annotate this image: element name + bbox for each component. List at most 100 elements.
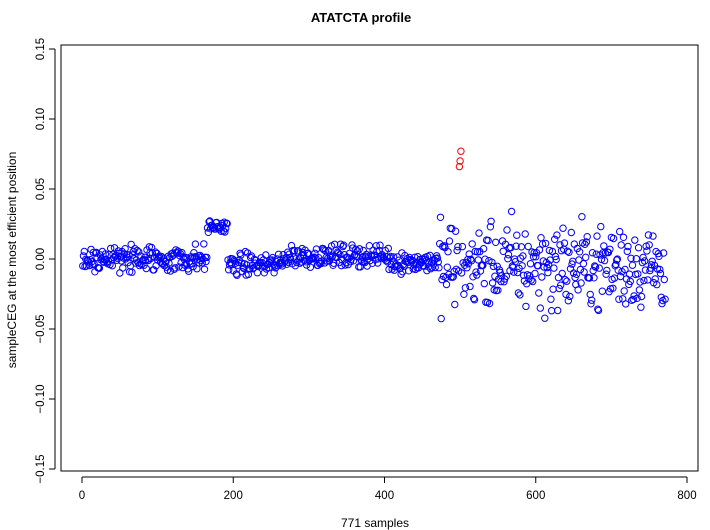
data-point xyxy=(554,306,562,315)
data-point xyxy=(640,276,648,285)
data-point xyxy=(328,252,336,261)
highlighted-point xyxy=(455,162,464,171)
y-tick-label: −0.15 xyxy=(35,454,47,483)
data-point xyxy=(336,240,345,248)
data-point xyxy=(226,258,234,267)
data-point xyxy=(150,266,158,274)
data-point xyxy=(597,222,605,231)
data-point xyxy=(637,292,646,301)
data-point xyxy=(589,266,597,275)
data-point xyxy=(552,255,560,264)
data-point xyxy=(507,207,516,216)
data-point xyxy=(198,259,206,267)
data-point xyxy=(562,290,570,299)
data-point xyxy=(458,242,467,251)
data-point xyxy=(148,249,157,257)
data-point xyxy=(463,264,471,272)
data-point xyxy=(119,264,127,272)
data-point xyxy=(659,249,668,257)
data-point xyxy=(542,258,550,267)
data-point xyxy=(636,278,644,286)
data-point xyxy=(481,255,489,263)
data-point xyxy=(585,274,594,282)
data-point xyxy=(544,260,553,269)
data-point xyxy=(620,287,628,295)
data-point xyxy=(431,263,439,272)
data-point xyxy=(274,250,283,259)
data-point xyxy=(319,245,327,253)
data-point xyxy=(510,268,518,276)
data-point xyxy=(163,263,171,271)
data-point xyxy=(553,231,561,239)
data-point xyxy=(632,255,640,263)
data-point xyxy=(501,240,510,249)
data-point xyxy=(385,265,393,274)
data-point xyxy=(502,272,510,280)
data-point xyxy=(91,249,100,257)
data-point xyxy=(656,269,665,278)
data-point xyxy=(311,249,319,258)
data-point xyxy=(244,270,253,279)
data-point xyxy=(362,250,371,259)
data-point xyxy=(393,253,402,261)
data-point xyxy=(503,226,511,234)
data-point xyxy=(450,267,458,276)
data-point xyxy=(615,295,623,303)
data-point xyxy=(629,295,637,304)
data-point xyxy=(616,227,624,236)
data-point xyxy=(437,314,445,323)
data-point xyxy=(583,233,591,241)
data-point xyxy=(600,242,608,250)
data-point xyxy=(299,248,307,257)
data-point xyxy=(465,250,473,258)
data-point xyxy=(637,303,645,311)
data-point xyxy=(221,228,229,236)
data-point xyxy=(184,267,193,275)
data-point xyxy=(563,277,571,285)
data-point xyxy=(631,236,639,244)
data-point xyxy=(352,245,360,254)
x-axis-label: 771 samples xyxy=(341,516,409,530)
data-point xyxy=(626,277,634,286)
data-point xyxy=(544,268,552,277)
data-point xyxy=(108,262,117,270)
data-point xyxy=(348,241,356,249)
data-point xyxy=(609,234,618,243)
data-point xyxy=(653,280,661,289)
data-point xyxy=(541,314,549,322)
data-point xyxy=(524,242,532,251)
data-point xyxy=(434,258,442,266)
data-point xyxy=(538,273,546,281)
data-point xyxy=(202,257,210,266)
data-point xyxy=(623,247,631,256)
data-point xyxy=(621,265,629,274)
data-point xyxy=(356,263,364,271)
data-point xyxy=(547,307,556,315)
data-point xyxy=(358,257,366,266)
data-point xyxy=(590,274,598,282)
data-point xyxy=(504,251,513,259)
data-point xyxy=(466,282,474,291)
data-point xyxy=(306,263,315,271)
data-point xyxy=(168,252,176,261)
data-point xyxy=(260,269,268,277)
data-point xyxy=(598,287,606,295)
chart-title: ATATCTA profile xyxy=(311,10,411,25)
data-point xyxy=(412,260,420,268)
data-point xyxy=(660,275,668,284)
data-point xyxy=(649,232,657,240)
data-point xyxy=(191,240,200,248)
data-point xyxy=(262,251,270,259)
data-point xyxy=(580,268,588,276)
data-point xyxy=(578,213,586,221)
data-point xyxy=(433,254,442,262)
data-point xyxy=(609,284,617,292)
data-point xyxy=(283,260,291,268)
data-point xyxy=(622,300,630,308)
data-point xyxy=(453,246,461,255)
data-point xyxy=(529,277,537,286)
y-tick-label: 0.00 xyxy=(35,248,47,270)
data-point xyxy=(603,266,611,275)
data-point xyxy=(547,295,555,303)
data-point xyxy=(593,232,601,240)
